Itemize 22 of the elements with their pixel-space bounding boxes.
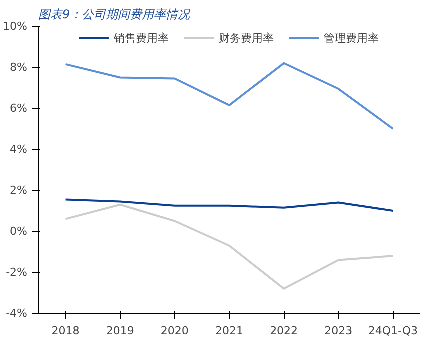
chart-title: 图表9：公司期间费用率情况: [38, 8, 192, 22]
line-series: [64, 204, 394, 290]
x-tick-label: 2018: [52, 324, 80, 338]
legend-label: 销售费用率: [114, 30, 169, 46]
y-tick-label: 8%: [10, 61, 28, 74]
x-tick-label: 2023: [324, 324, 353, 338]
legend-label: 财务费用率: [219, 30, 274, 46]
y-tick-label: 10%: [3, 20, 28, 33]
line-series: [64, 62, 394, 130]
x-tick-label: 2021: [216, 324, 244, 338]
y-tick-label: 2%: [10, 184, 28, 197]
x-tick-label: 2019: [106, 324, 134, 338]
y-tick-label: 6%: [10, 102, 28, 115]
y-tick-label: -2%: [6, 266, 28, 279]
legend-label: 管理费用率: [324, 30, 379, 46]
x-tick-label: 2022: [270, 324, 298, 338]
y-tick-label: -4%: [6, 307, 28, 320]
x-tick-label: 2020: [160, 324, 189, 338]
y-tick-label: 0%: [10, 225, 28, 238]
x-tick-label: 24Q1-Q3: [368, 324, 418, 338]
y-tick-label: 4%: [10, 143, 28, 156]
line-series: [64, 198, 394, 212]
